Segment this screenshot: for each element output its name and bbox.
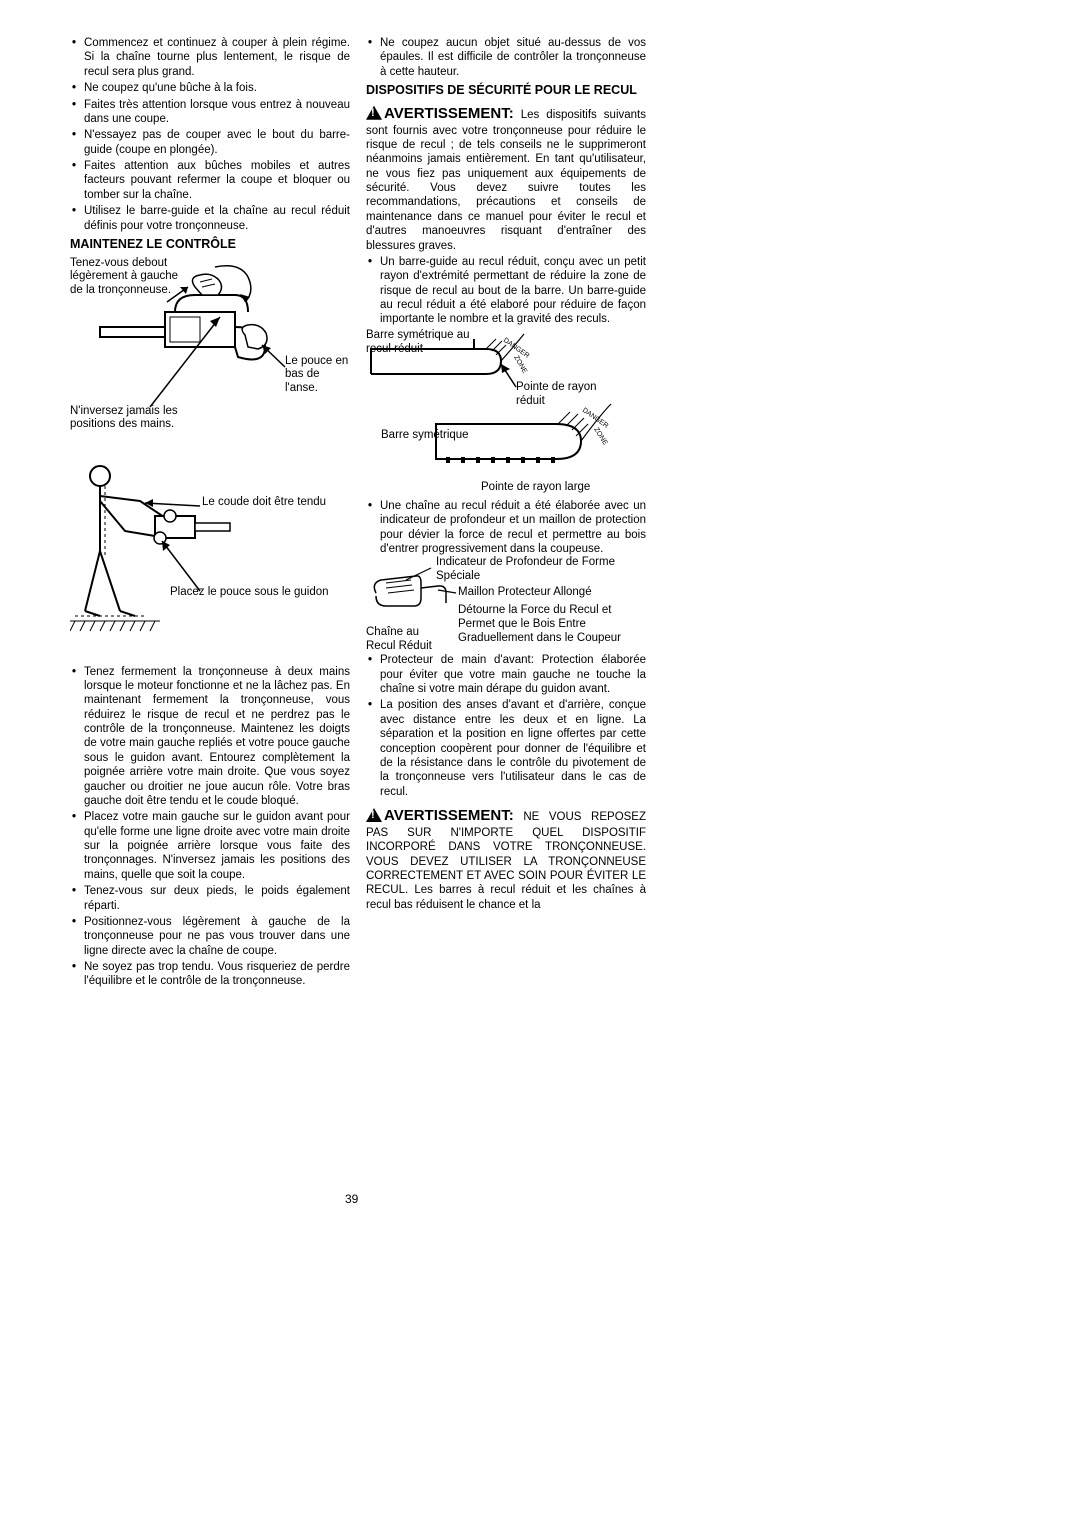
heading-maintenez: MAINTENEZ LE CONTRÔLE	[70, 237, 350, 253]
warning-word: AVERTISSEMENT:	[384, 807, 514, 824]
d3-label-large-tip: Pointe de rayon large	[481, 481, 631, 495]
diagram2-label-elbow: Le coude doit être tendu	[202, 496, 332, 510]
bullet: N'essayez pas de couper avec le bout du …	[70, 128, 350, 157]
d4-label-link: Maillon Protecteur Allongé	[458, 586, 638, 600]
d4-label-chain-name: Chaîne au Recul Réduit	[366, 626, 451, 654]
left-column: Commencez et continuez à couper à plein …	[70, 36, 350, 991]
d3-label-reduced-tip: Pointe de rayon réduit	[516, 381, 616, 409]
bullet: Tenez fermement la tronçonneuse à deux m…	[70, 665, 350, 809]
diagram-chain: Indicateur de Profondeur de Forme Spécia…	[366, 558, 646, 653]
diagram-person-stance: Le coude doit être tendu Placez le pouce…	[70, 461, 350, 661]
diagram2-label-thumb-under: Placez le pouce sous le guidon	[170, 586, 330, 600]
bullet: Placez votre main gauche sur le guidon a…	[70, 810, 350, 882]
warning-icon	[366, 106, 382, 120]
bullet: Utilisez le barre-guide et la chaîne au …	[70, 204, 350, 233]
right-column: Ne coupez aucun objet situé au-dessus de…	[366, 36, 646, 912]
page: Commencez et continuez à couper à plein …	[0, 0, 1080, 1526]
bullet: Ne coupez qu'une bûche à la fois.	[70, 81, 350, 95]
diagram1-label-thumb: Le pouce en bas de l'anse.	[285, 355, 350, 396]
bullet: Commencez et continuez à couper à plein …	[70, 36, 350, 79]
bullet: Ne coupez aucun objet situé au-dessus de…	[366, 36, 646, 79]
heading-dispositifs: DISPOSITIFS DE SÉCURITÉ POUR LE RECUL	[366, 83, 646, 99]
bullet: Une chaîne au recul réduit a été élaboré…	[366, 499, 646, 557]
d3-label-reduced-bar: Barre symétrique au recul réduit	[366, 329, 471, 357]
warning-text: Les dispositifs suivants sont fournis av…	[366, 109, 646, 252]
page-number: 39	[345, 1192, 358, 1206]
diagram-control-grip: Tenez-vous debout légèrement à gauche de…	[70, 257, 350, 457]
d3-label-sym-bar: Barre symétrique	[381, 429, 491, 443]
left-bullets-1: Commencez et continuez à couper à plein …	[70, 36, 350, 233]
left-bullets-2: Tenez fermement la tronçonneuse à deux m…	[70, 665, 350, 989]
bullet: La position des anses d'avant et d'arriè…	[366, 698, 646, 799]
d4-label-deflect: Détourne la Force du Recul et Permet que…	[458, 604, 643, 645]
right-bullets-4: Protecteur de main d'avant: Protection é…	[366, 653, 646, 799]
svg-text:ZONE: ZONE	[592, 426, 608, 446]
bullet: Tenez-vous sur deux pieds, le poids égal…	[70, 884, 350, 913]
right-bullets-1: Ne coupez aucun objet situé au-dessus de…	[366, 36, 646, 79]
bullet: Ne soyez pas trop tendu. Vous risqueriez…	[70, 960, 350, 989]
diagram-bars: DANGER ZONE DANGER ZONE	[366, 329, 646, 499]
right-bullets-2: Un barre-guide au recul réduit, conçu av…	[366, 255, 646, 327]
warning-2: AVERTISSEMENT: NE VOUS REPOSEZ PAS SUR N…	[366, 807, 646, 912]
bullet: Protecteur de main d'avant: Protection é…	[366, 653, 646, 696]
right-bullets-3: Une chaîne au recul réduit a été élaboré…	[366, 499, 646, 557]
warning-text: NE VOUS REPOSEZ PAS SUR N'IMPORTE QUEL D…	[366, 811, 646, 911]
bullet: Faites attention aux bûches mobiles et a…	[70, 159, 350, 202]
bullet: Faites très attention lorsque vous entre…	[70, 98, 350, 127]
bullet: Un barre-guide au recul réduit, conçu av…	[366, 255, 646, 327]
bullet: Positionnez-vous légèrement à gauche de …	[70, 915, 350, 958]
diagram1-label-hands: N'inversez jamais les positions des main…	[70, 405, 200, 433]
d4-label-depth: Indicateur de Profondeur de Forme Spécia…	[436, 556, 616, 584]
warning-icon	[366, 808, 382, 822]
warning-1: AVERTISSEMENT: Les dispositifs suivants …	[366, 105, 646, 253]
diagram1-label-stand: Tenez-vous debout légèrement à gauche de…	[70, 257, 185, 298]
warning-word: AVERTISSEMENT:	[384, 105, 514, 122]
